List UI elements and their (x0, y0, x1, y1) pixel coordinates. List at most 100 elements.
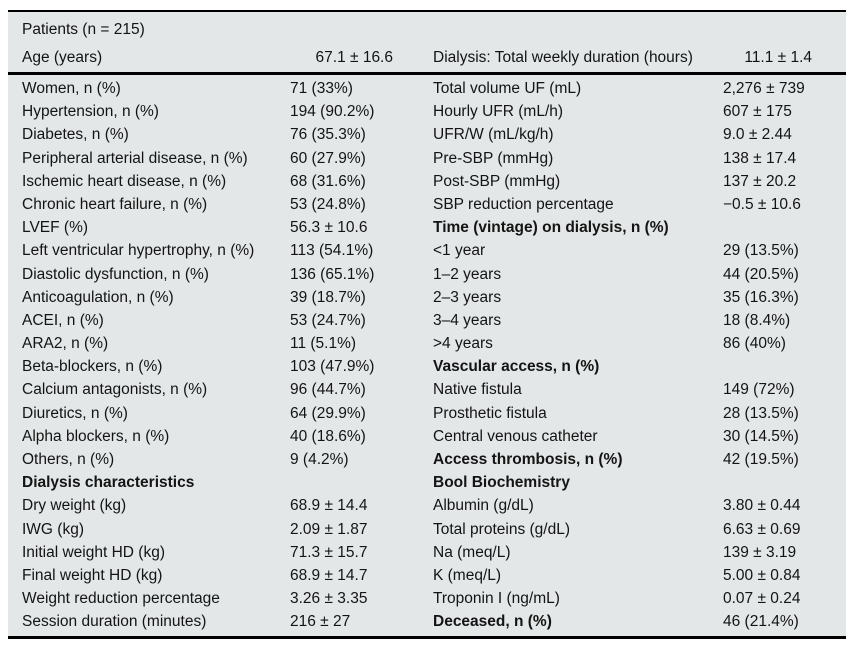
row-left-value: 39 (18.7%) (290, 288, 366, 306)
row-left-label: Beta-blockers, n (%) (22, 358, 163, 376)
table-row: Diastolic dysfunction, n (%) 136 (65.1%)… (22, 263, 832, 286)
row-left-value: 113 (54.1%) (290, 242, 374, 260)
row-left-label: Weight reduction percentage (22, 590, 220, 608)
table-row: Diabetes, n (%) 76 (35.3%) UFR/W (mL/kg/… (22, 123, 832, 146)
row-right-value: −0.5 ± 10.6 (723, 195, 801, 213)
row-right-value: 44 (20.5%) (723, 265, 799, 283)
row-left-value: 76 (35.3%) (290, 126, 366, 144)
table-row: Left ventricular hypertrophy, n (%) 113 … (22, 239, 832, 262)
row-left-value: 53 (24.7%) (290, 311, 366, 329)
table-row: Weight reduction percentage 3.26 ± 3.35 … (22, 587, 832, 610)
row-left-label: Chronic heart failure, n (%) (22, 195, 208, 213)
row-left-label: Ischemic heart disease, n (%) (22, 172, 227, 190)
row-left-value: 64 (29.9%) (290, 404, 366, 422)
row-right-label: Total proteins (g/dL) (433, 520, 570, 538)
row-right-label: Access thrombosis, n (%) (433, 451, 623, 468)
row-right-label: Na (meq/L) (433, 543, 511, 561)
row-left-label: LVEF (%) (22, 219, 89, 237)
row-left-value: 40 (18.6%) (290, 427, 366, 445)
row-left-label: ARA2, n (%) (22, 335, 109, 353)
row-right-label: >4 years (433, 335, 493, 353)
row-right-value: 35 (16.3%) (723, 288, 799, 306)
row-right-value: 149 (72%) (723, 381, 795, 399)
row-left-value: 53 (24.8%) (290, 195, 366, 213)
table-row: Dialysis characteristics Bool Biochemist… (22, 471, 832, 494)
row-left-label: Others, n (%) (22, 451, 115, 468)
table-row: IWG (kg) 2.09 ± 1.87 Total proteins (g/d… (22, 518, 832, 541)
row-right-label: Native fistula (433, 381, 522, 399)
header-row: Age (years) 67.1 ± 16.6 Dialysis: Total … (22, 44, 832, 72)
row-left-label: Women, n (%) (22, 80, 121, 97)
table-row: Women, n (%) 71 (33%) Total volume UF (m… (22, 77, 832, 100)
row-right-value (723, 355, 832, 378)
table-row: Dry weight (kg) 68.9 ± 14.4 Albumin (g/d… (22, 494, 832, 517)
table-row: Calcium antagonists, n (%) 96 (44.7%) Na… (22, 378, 832, 401)
row-left-value: 3.26 ± 3.35 (290, 590, 368, 608)
row-right-label: 1–2 years (433, 265, 502, 283)
header-left-value: 67.1 ± 16.6 (315, 49, 393, 66)
row-right-value (723, 471, 832, 494)
header-right-label: Dialysis: Total weekly duration (hours) (433, 49, 693, 66)
row-right-label: Deceased, n (%) (433, 613, 552, 631)
row-right-label: Hourly UFR (mL/h) (433, 103, 564, 121)
row-left-label: Dialysis characteristics (22, 474, 195, 492)
row-left-value: 56.3 ± 10.6 (290, 219, 368, 237)
table-row: Peripheral arterial disease, n (%) 60 (2… (22, 147, 832, 170)
row-right-label: Troponin I (ng/mL) (433, 590, 560, 608)
row-right-value: 29 (13.5%) (723, 242, 799, 260)
row-left-label: Peripheral arterial disease, n (%) (22, 149, 248, 167)
table-row: ARA2, n (%) 11 (5.1%) >4 years 86 (40%) (22, 332, 832, 355)
row-left-value: 68 (31.6%) (290, 172, 366, 190)
row-right-label: Bool Biochemistry (433, 474, 570, 492)
row-left-label: Diastolic dysfunction, n (%) (22, 265, 209, 283)
row-left-value: 71 (33%) (290, 80, 353, 97)
row-left-value: 216 ± 27 (290, 613, 351, 631)
row-left-label: Hypertension, n (%) (22, 103, 159, 121)
row-right-value: 3.80 ± 0.44 (723, 497, 801, 515)
row-right-label: Time (vintage) on dialysis, n (%) (433, 219, 669, 237)
row-right-value: 30 (14.5%) (723, 427, 799, 445)
row-right-label: 2–3 years (433, 288, 502, 306)
table-header: Patients (n = 215) Age (years) 67.1 ± 16… (8, 12, 846, 75)
row-right-label: Central venous catheter (433, 427, 598, 445)
row-left-label: Dry weight (kg) (22, 497, 127, 515)
row-left-label: Diuretics, n (%) (22, 404, 128, 422)
table-row: Initial weight HD (kg) 71.3 ± 15.7 Na (m… (22, 541, 832, 564)
row-right-value: 9.0 ± 2.44 (723, 126, 792, 144)
row-left-label: ACEI, n (%) (22, 311, 104, 329)
row-right-value: 2,276 ± 739 (723, 80, 805, 97)
row-right-value: 18 (8.4%) (723, 311, 791, 329)
row-right-label: SBP reduction percentage (433, 195, 614, 213)
table-row: Chronic heart failure, n (%) 53 (24.8%) … (22, 193, 832, 216)
row-right-label: Albumin (g/dL) (433, 497, 534, 515)
table-row: Others, n (%) 9 (4.2%) Access thrombosis… (22, 448, 832, 471)
table-row: Ischemic heart disease, n (%) 68 (31.6%)… (22, 170, 832, 193)
table-title: Patients (n = 215) (22, 21, 145, 38)
header-right-value: 11.1 ± 1.4 (744, 49, 812, 66)
row-left-value: 2.09 ± 1.87 (290, 520, 368, 538)
row-right-value: 86 (40%) (723, 335, 786, 353)
table-row: ACEI, n (%) 53 (24.7%) 3–4 years 18 (8.4… (22, 309, 832, 332)
row-right-label: K (meq/L) (433, 566, 502, 584)
row-left-value: 136 (65.1%) (290, 265, 375, 283)
row-right-value (723, 216, 832, 239)
row-right-value: 46 (21.4%) (723, 613, 799, 631)
row-right-value: 139 ± 3.19 (723, 543, 797, 561)
row-left-value (290, 471, 433, 494)
row-left-label: IWG (kg) (22, 520, 84, 538)
table-row: Final weight HD (kg) 68.9 ± 14.7 K (meq/… (22, 564, 832, 587)
row-left-value: 96 (44.7%) (290, 381, 366, 399)
row-left-label: Initial weight HD (kg) (22, 543, 165, 561)
table-row: Anticoagulation, n (%) 39 (18.7%) 2–3 ye… (22, 286, 832, 309)
row-left-label: Alpha blockers, n (%) (22, 427, 170, 445)
row-right-label: Pre-SBP (mmHg) (433, 149, 554, 167)
row-left-value: 71.3 ± 15.7 (290, 543, 368, 561)
row-right-label: 3–4 years (433, 311, 502, 329)
header-left-label: Age (years) (22, 49, 103, 66)
row-right-label: Post-SBP (mmHg) (433, 172, 561, 190)
row-left-value: 68.9 ± 14.7 (290, 566, 368, 584)
row-right-value: 6.63 ± 0.69 (723, 520, 801, 538)
table-row: LVEF (%) 56.3 ± 10.6 Time (vintage) on d… (22, 216, 832, 239)
row-right-value: 137 ± 20.2 (723, 172, 797, 190)
row-left-value: 11 (5.1%) (290, 335, 357, 353)
